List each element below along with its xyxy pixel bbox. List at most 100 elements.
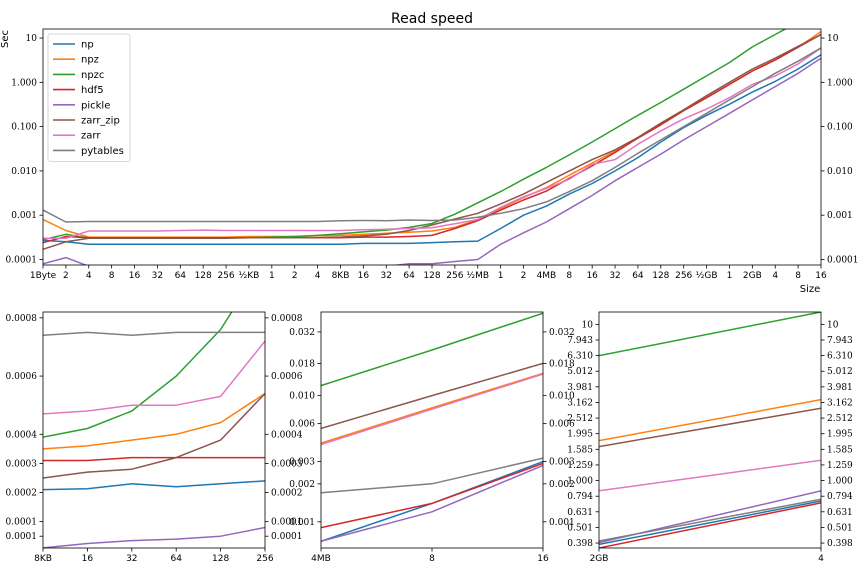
series-line-np — [43, 54, 821, 246]
series-line-np — [599, 500, 821, 546]
series-line-zarr_zip — [43, 392, 265, 479]
series-line-npz — [321, 372, 543, 444]
y-tick-label-left: 0.032 — [289, 328, 315, 338]
series-line-hdf5 — [43, 33, 821, 244]
y-tick-label-left: 1.000 — [11, 78, 37, 88]
x-tick-label: ½KB — [239, 271, 260, 281]
y-tick-label-right: 0.001 — [549, 518, 575, 528]
x-tick-label: 1 — [269, 271, 275, 281]
y-tick-label-left: 0.006 — [289, 420, 315, 430]
y-tick-label-left: 0.018 — [289, 359, 315, 369]
y-tick-label-left: 0.0006 — [6, 372, 38, 382]
y-tick-label-right: 6.310 — [827, 352, 853, 362]
y-tick-label-right: 0.100 — [827, 123, 853, 133]
series-line-pytables — [321, 457, 543, 494]
x-tick-label: 2GB — [743, 271, 762, 281]
series-line-zarr_zip — [43, 33, 821, 251]
y-tick-label-right: 0.501 — [827, 523, 853, 533]
y-tick-label-right: 10 — [827, 34, 839, 44]
x-tick-label: 256 — [675, 271, 692, 281]
y-tick-label-right: 3.981 — [827, 383, 853, 393]
x-tick-label: 4 — [86, 271, 92, 281]
x-tick-label: 64 — [175, 271, 187, 281]
x-tick-label: 16 — [537, 554, 549, 564]
y-tick-label-right: 2.512 — [827, 414, 853, 424]
x-tick-label: 64 — [632, 271, 644, 281]
y-tick-label-right: 0.002 — [549, 480, 575, 490]
y-tick-label-left: 1.000 — [567, 477, 593, 487]
y-tick-label-left: 3.981 — [567, 383, 593, 393]
x-tick-label: 4 — [772, 271, 778, 281]
y-tick-label-right: 1.000 — [827, 78, 853, 88]
series-line-np — [43, 480, 265, 491]
x-tick-label: 32 — [152, 271, 163, 281]
x-tick-label: 64 — [170, 554, 182, 564]
series-group — [599, 312, 821, 548]
series-line-zarr_zip — [321, 362, 543, 430]
series-line-npzc — [321, 312, 543, 387]
series-group — [43, 312, 265, 548]
series-line-pickle — [321, 464, 543, 543]
y-tick-label-left: 1.259 — [567, 461, 593, 471]
y-tick-label-right: 0.398 — [827, 539, 853, 549]
chart-panel-0: 1Byte 2 4 8 16 32 64 128 256 ½KB 1 2 4 8KB 16 32 64 128 25… — [6, 28, 859, 281]
x-tick-label: 4 — [818, 554, 824, 564]
x-tick-label: 2 — [292, 271, 298, 281]
y-tick-label-left: 0.398 — [567, 539, 593, 549]
y-tick-label-right: 0.003 — [549, 458, 575, 468]
y-tick-label-left: 0.001 — [11, 211, 37, 221]
series-line-zarr — [599, 459, 821, 492]
y-tick-label-left: 0.0001 — [6, 532, 38, 542]
y-tick-label-right: 0.010 — [827, 167, 853, 177]
series-line-pytables — [43, 331, 265, 337]
y-tick-label-right: 0.001 — [827, 211, 853, 221]
y-tick-label-right: 7.943 — [827, 336, 853, 346]
y-tick-label-right: 0.0003 — [271, 459, 303, 469]
x-tick-label: 4MB — [537, 271, 557, 281]
plot-frame — [42, 311, 266, 549]
y-tick-label-right: 0.0001 — [271, 532, 303, 542]
y-tick-label-right: 1.585 — [827, 445, 853, 455]
x-tick-label: 4MB — [311, 554, 331, 564]
y-tick-label-left: 0.100 — [11, 123, 37, 133]
y-tick-label-left: 1.585 — [567, 445, 593, 455]
series-group — [43, 29, 821, 265]
y-tick-label-right: 0.0008 — [271, 314, 303, 324]
x-tick-label: ½MB — [466, 271, 489, 281]
plot-frame — [42, 28, 822, 266]
y-tick-label-right: 0.0002 — [271, 489, 303, 499]
series-line-zarr — [321, 373, 543, 446]
y-tick-label-left: 3.162 — [567, 398, 593, 408]
series-line-npz — [43, 30, 821, 238]
legend-label-npz: npz — [81, 55, 99, 66]
plot-frame — [598, 311, 822, 549]
chart-panel-1: 8KB 16 32 64 128 256 0.0001 0.0001 0.0001 0.0001 0… — [6, 311, 303, 564]
y-tick-label-right: 0.0001 — [271, 518, 303, 528]
x-tick-label: 2 — [521, 271, 527, 281]
x-tick-label: 256 — [446, 271, 463, 281]
legend-label-np: np — [81, 40, 94, 51]
series-line-pytables — [599, 498, 821, 542]
series-line-npzc — [43, 29, 787, 241]
y-tick-label-right: 3.162 — [827, 398, 853, 408]
x-tick-label: 1 — [727, 271, 733, 281]
series-line-zarr — [43, 47, 821, 240]
x-tick-label: 16 — [586, 271, 598, 281]
x-tick-label: 16 — [815, 271, 827, 281]
x-tick-label: 128 — [212, 554, 229, 564]
series-line-pytables — [43, 47, 821, 223]
x-tick-label: 16 — [358, 271, 370, 281]
x-tick-label: 256 — [256, 554, 273, 564]
y-tick-label-left: 5.012 — [567, 367, 593, 377]
x-tick-label: 2 — [63, 271, 69, 281]
y-tick-label-left: 0.0001 — [6, 255, 38, 265]
x-axis-label: Size — [800, 284, 821, 295]
y-tick-label-left: 0.0001 — [6, 518, 38, 528]
y-tick-label-left: 0.010 — [289, 392, 315, 402]
series-line-npzc — [43, 312, 233, 438]
legend-box — [47, 33, 131, 162]
y-axis-label: Sec — [0, 30, 11, 48]
series-line-pickle — [43, 526, 265, 548]
series-line-npzc — [599, 312, 821, 357]
